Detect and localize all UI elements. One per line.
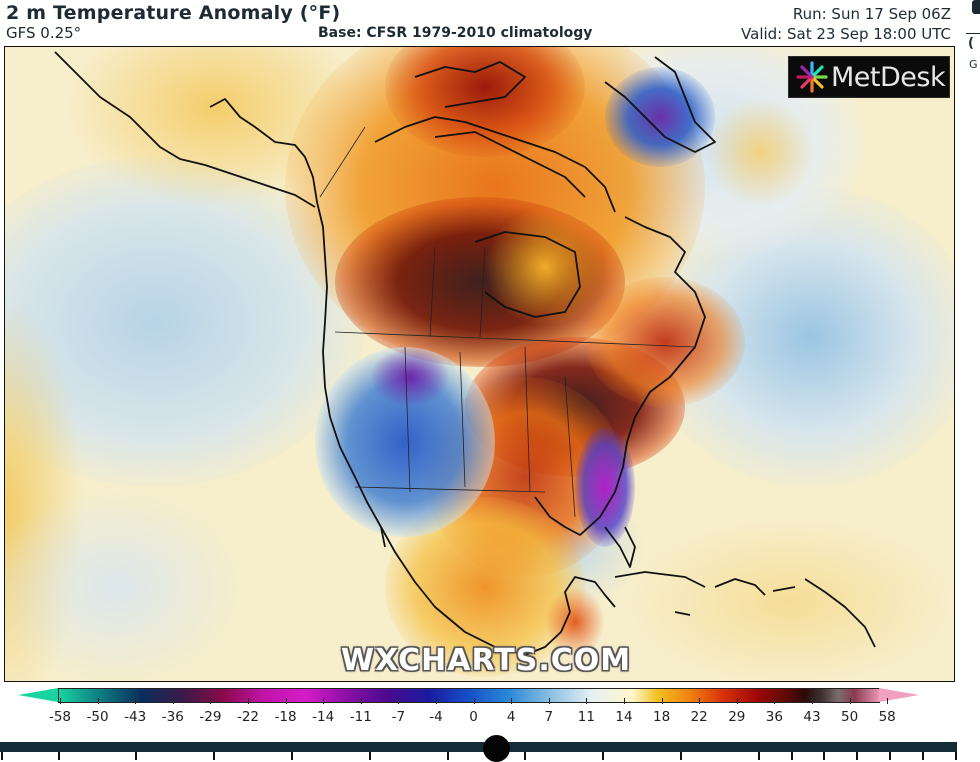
atlantic-warm-tongue bbox=[705, 97, 815, 207]
colorbar-tick-label: -18 bbox=[274, 709, 297, 725]
timeline-tick[interactable] bbox=[213, 752, 215, 760]
colorbar-tick-mark bbox=[172, 698, 174, 704]
timeline-slider-track[interactable] bbox=[0, 742, 957, 752]
metdesk-logo-text: MetDesk bbox=[831, 61, 946, 93]
timeline-tick[interactable] bbox=[922, 752, 924, 760]
colorbar-tick-mark bbox=[586, 698, 588, 704]
colorbar-tick-label: -50 bbox=[86, 709, 109, 725]
colorbar-min-arrow bbox=[18, 688, 58, 702]
colorbar-tick-label: -29 bbox=[199, 709, 222, 725]
timeline-tick[interactable] bbox=[602, 752, 604, 760]
colorbar-tick-mark bbox=[285, 698, 287, 704]
colorbar-tick-label: -7 bbox=[391, 709, 406, 725]
colorbar-tick-mark bbox=[511, 698, 513, 704]
timeline-tick[interactable] bbox=[135, 752, 137, 760]
edge-panel-divider bbox=[966, 33, 980, 34]
colorbar-tick-label: 11 bbox=[577, 709, 595, 725]
temperature-anomaly-map[interactable]: WXCHARTS.COM bbox=[4, 46, 955, 682]
colorbar bbox=[18, 686, 938, 704]
colorbar-tick-label: -11 bbox=[349, 709, 372, 725]
colorbar-tick-mark bbox=[248, 698, 249, 704]
wxcharts-watermark: WXCHARTS.COM bbox=[341, 643, 632, 678]
chart-title: 2 m Temperature Anomaly (°F) bbox=[6, 2, 341, 24]
colorbar-tick-label: 43 bbox=[803, 709, 821, 725]
model-label: GFS 0.25° bbox=[6, 24, 82, 42]
timeline-tick[interactable] bbox=[823, 752, 825, 760]
colorbar-tick-mark bbox=[736, 698, 738, 704]
timeline-tick[interactable] bbox=[58, 752, 60, 760]
colorbar-max-arrow bbox=[879, 688, 919, 702]
colorbar-gradient bbox=[58, 688, 880, 703]
arctic-hot bbox=[385, 47, 585, 157]
colorbar-tick-mark bbox=[323, 698, 325, 704]
colorbar-tick-label: 36 bbox=[765, 709, 783, 725]
colorbar-tick-mark bbox=[774, 698, 776, 704]
colorbar-tick-label: 0 bbox=[469, 709, 478, 725]
colorbar-tick-label: -14 bbox=[312, 709, 335, 725]
timeline-slider-knob[interactable] bbox=[483, 735, 510, 762]
timeline-tick[interactable] bbox=[524, 752, 526, 760]
colorbar-tick-mark bbox=[812, 698, 813, 704]
colorbar-labels: -58 -50 -43 -36 -29 -22 -18 -14 -11 -7 -4 0 4 7 11 14 18… bbox=[0, 709, 980, 727]
colorbar-tick-label: 22 bbox=[690, 709, 708, 725]
coastline-overlay bbox=[54, 51, 876, 656]
colorbar-tick-mark bbox=[360, 698, 362, 704]
colorbar-tick-mark bbox=[210, 698, 212, 704]
timeline-tick[interactable] bbox=[1, 752, 3, 760]
colorbar-tick-mark bbox=[699, 698, 701, 704]
valid-time-label: Valid: Sat 23 Sep 18:00 UTC bbox=[741, 25, 951, 43]
timeline-tick[interactable] bbox=[889, 752, 891, 760]
run-time-label: Run: Sun 17 Sep 06Z bbox=[792, 5, 951, 23]
edge-panel-paren: ( bbox=[968, 36, 974, 51]
colorbar-tick-label: -43 bbox=[124, 709, 147, 725]
colorbar-tick-mark bbox=[661, 698, 663, 704]
colorbar-tick-mark bbox=[135, 698, 137, 704]
colorbar-tick-label: 58 bbox=[878, 709, 896, 725]
edge-panel-letter: G bbox=[969, 58, 978, 71]
colorbar-tick-mark bbox=[436, 698, 437, 704]
colorbar-tick-label: 29 bbox=[728, 709, 746, 725]
timeline-tick[interactable] bbox=[955, 752, 957, 760]
colorbar-tick-mark bbox=[60, 698, 61, 704]
timeline-tick[interactable] bbox=[369, 752, 371, 760]
colorbar-tick-label: 14 bbox=[615, 709, 633, 725]
colorbar-tick-label: -22 bbox=[236, 709, 260, 725]
colorbar-tick-mark bbox=[97, 698, 99, 704]
colorbar-tick-mark bbox=[849, 698, 851, 704]
colorbar-tick-label: 7 bbox=[544, 709, 554, 725]
rockies-very-cold bbox=[370, 347, 450, 407]
timeline-tick[interactable] bbox=[856, 752, 858, 760]
pacific-south-cool bbox=[5, 487, 245, 681]
colorbar-tick-label: 50 bbox=[841, 709, 859, 725]
colorbar-tick-label: 18 bbox=[653, 709, 671, 725]
quebec-hot bbox=[585, 277, 745, 407]
colorbar-tick-label: -58 bbox=[48, 709, 72, 725]
colorbar-tick-mark bbox=[887, 698, 889, 704]
colorbar-tick-mark bbox=[624, 698, 625, 704]
colorbar-tick-label: -36 bbox=[161, 709, 184, 725]
yucatan-warm bbox=[545, 587, 605, 657]
timeline-tick[interactable] bbox=[791, 752, 793, 760]
base-climatology-label: Base: CFSR 1979-2010 climatology bbox=[318, 25, 593, 41]
colorbar-tick-label: -4 bbox=[429, 709, 443, 725]
timeline-tick[interactable] bbox=[291, 752, 293, 760]
timeline-tick[interactable] bbox=[680, 752, 682, 760]
metdesk-logo-icon bbox=[796, 61, 828, 93]
colorbar-tick-mark bbox=[398, 698, 400, 704]
colorbar-tick-mark bbox=[548, 698, 550, 704]
colorbar-tick-mark bbox=[473, 698, 475, 704]
timeline-tick[interactable] bbox=[447, 752, 449, 760]
timeline-tick[interactable] bbox=[758, 752, 760, 760]
colorbar-tick-label: 4 bbox=[506, 709, 516, 725]
edge-panel-button[interactable] bbox=[972, 0, 980, 14]
metdesk-logo: MetDesk bbox=[788, 56, 950, 98]
caribbean-warm bbox=[625, 517, 954, 681]
